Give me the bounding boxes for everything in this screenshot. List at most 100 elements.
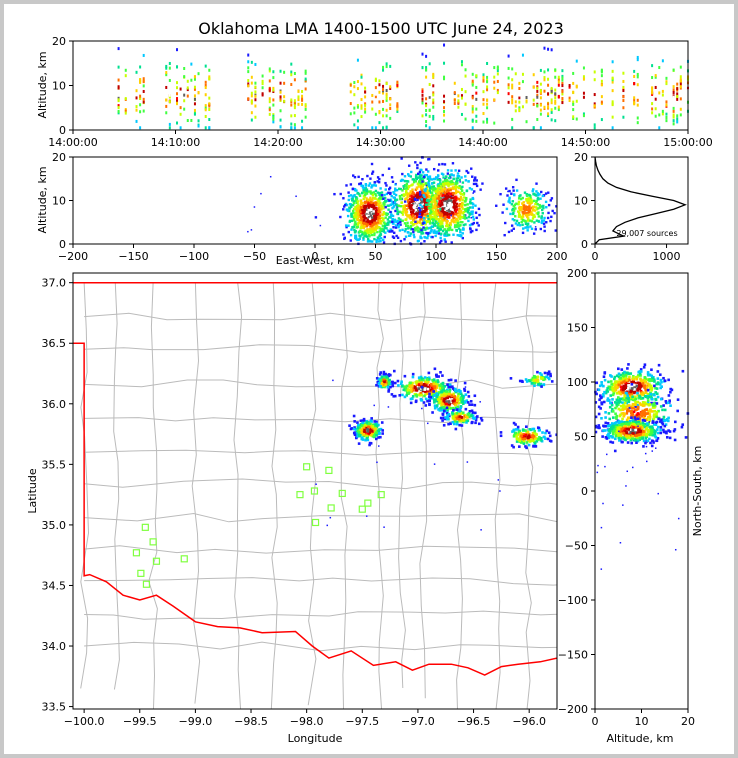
source-mark [453,81,456,85]
source-mark [400,194,404,197]
source-mark [369,225,372,228]
source-mark [431,395,434,399]
source-mark [436,379,439,382]
source-mark [400,157,403,160]
source-mark [378,83,381,87]
source-mark [135,105,138,109]
source-mark [427,182,430,185]
source-mark [409,228,413,231]
source-mark [117,47,120,51]
source-mark [411,192,414,196]
source-mark [458,234,461,237]
source-mark [362,425,365,429]
source-mark [676,97,679,101]
source-mark [533,381,536,385]
source-mark [466,419,470,423]
source-mark [428,95,431,99]
source-mark [464,223,467,226]
source-mark [664,400,668,403]
source-mark [429,198,433,201]
source-mark [600,70,603,74]
source-mark [415,187,419,190]
source-mark [456,405,460,409]
source-mark [385,381,388,385]
source-mark [524,378,528,381]
station-marker [142,580,151,588]
source-mark [522,432,525,436]
source-mark [415,173,418,177]
source-mark [434,406,437,410]
source-mark [448,208,451,211]
source-mark [452,199,456,202]
source-mark [293,126,296,130]
source-mark [353,215,357,219]
county-line [375,282,384,709]
source-mark [371,227,375,231]
source-mark [356,426,360,430]
source-mark [423,388,427,391]
source-mark [356,200,360,203]
county-line [84,478,557,490]
source-mark [528,199,531,202]
source-mark [496,72,499,76]
source-mark [420,210,423,214]
source-mark [440,393,443,397]
source-mark [360,209,364,212]
source-mark [439,179,442,182]
source-mark [427,175,430,179]
source-mark [435,196,439,199]
source-mark [373,184,376,187]
source-mark [474,182,478,186]
source-mark [619,385,623,389]
source-mark [382,65,385,69]
source-mark [529,200,533,203]
source-mark [356,119,359,123]
source-mark [165,71,168,75]
source-mark [375,383,378,387]
source-mark [459,217,462,221]
source-mark [432,379,435,383]
source-mark [471,215,475,219]
source-mark [593,102,596,106]
source-mark [465,421,468,424]
source-mark [517,438,520,441]
source-mark [425,210,428,213]
source-mark [622,99,625,103]
source-mark [142,84,145,88]
source-mark [371,212,375,215]
source-mark [540,205,544,208]
source-mark [442,387,445,391]
source-mark [454,189,458,192]
source-mark [373,233,376,237]
source-mark [183,107,186,111]
source-mark [636,83,639,87]
source-mark [455,179,459,183]
source-mark [639,378,643,382]
source-mark [572,115,575,119]
source-mark [389,86,392,90]
source-mark [480,529,482,531]
source-mark [547,211,550,215]
source-mark [515,219,519,223]
source-mark [540,373,543,377]
source-mark [354,220,357,224]
source-mark [371,431,375,435]
source-mark [474,211,478,214]
source-mark [351,197,354,201]
source-mark [616,385,619,389]
plan-view-panel: −100.0 −99.5 −99.0 −98.5 −98.0 −97.5 −97.0 −96.… [26,272,558,745]
source-mark [204,104,207,108]
source-mark [419,221,422,225]
source-mark [369,442,373,445]
source-mark [293,99,296,103]
source-mark [627,399,631,402]
plan-view-axes: −100.0 −99.5 −99.0 −98.5 −98.0 −97.5 −97.0 −96.… [42,277,547,728]
source-mark [204,106,207,110]
source-mark [386,218,390,221]
source-mark [438,241,442,244]
source-mark [418,173,422,176]
source-mark [423,193,427,196]
source-mark [439,191,443,195]
source-mark [599,394,602,397]
source-mark [435,194,438,198]
